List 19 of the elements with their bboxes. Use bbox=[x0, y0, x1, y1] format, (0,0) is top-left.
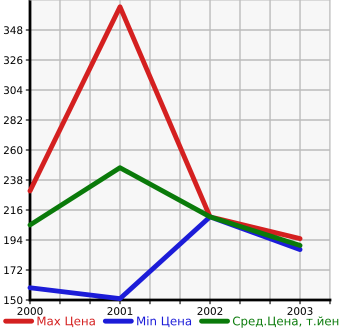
y-tick-label: 348 bbox=[4, 26, 22, 34]
legend-label: Сред.Цена, т.йен bbox=[232, 316, 338, 328]
y-tick-label: 282 bbox=[4, 116, 22, 124]
y-tick-label: 216 bbox=[4, 206, 22, 214]
y-tick-label: 194 bbox=[4, 236, 22, 244]
y-tick-label: 260 bbox=[4, 146, 22, 154]
line-series bbox=[28, 165, 302, 248]
y-tick-label: 172 bbox=[4, 266, 22, 274]
y-tick-label: 150 bbox=[4, 296, 22, 304]
legend-label: Max Цена bbox=[38, 316, 95, 328]
legend-label: Min Цена bbox=[137, 316, 192, 328]
x-tick-label: 2002 bbox=[198, 307, 222, 316]
x-tick-label: 2001 bbox=[108, 307, 132, 316]
y-tick-label: 304 bbox=[4, 86, 22, 94]
x-tick-label: 2003 bbox=[288, 307, 312, 316]
y-tick-label: 326 bbox=[4, 56, 22, 64]
x-tick-label: 2000 bbox=[18, 307, 43, 316]
y-tick-label: 238 bbox=[4, 176, 22, 184]
line-series bbox=[28, 4, 302, 242]
